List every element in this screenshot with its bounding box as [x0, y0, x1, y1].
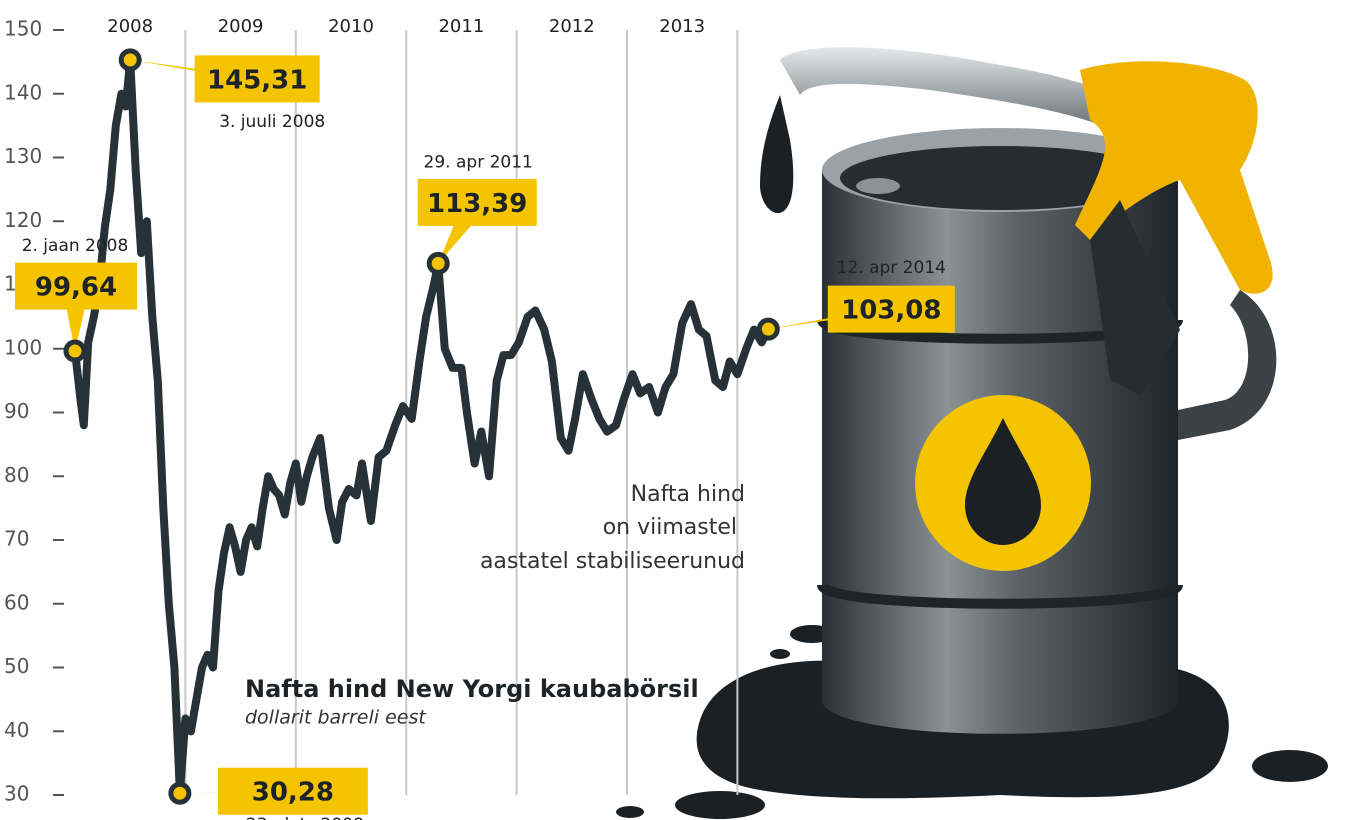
point-marker: [168, 781, 192, 805]
callout-box: [827, 285, 955, 333]
date-label: 2. jaan 2008: [22, 236, 129, 256]
y-tick-label: 30: [4, 782, 29, 806]
value-label: 145,31: [207, 65, 307, 95]
x-tick-label: 2011: [438, 16, 484, 37]
value-label: 103,08: [841, 296, 941, 326]
chart-subtitle: dollarit barreli eest: [245, 707, 427, 729]
value-label: 30,28: [252, 778, 334, 808]
value-label: 113,39: [427, 189, 527, 219]
x-tick-label: 2012: [549, 16, 595, 37]
y-tick-label: 120: [4, 208, 42, 232]
date-label: 3. juuli 2008: [219, 112, 325, 132]
y-tick-label: 150: [4, 17, 42, 41]
y-tick-label: 70: [4, 527, 29, 551]
value-label: 99,64: [35, 273, 117, 303]
x-tick-label: 2008: [107, 16, 153, 37]
note: on viimastel: [603, 515, 737, 540]
chart-title: Nafta hind New Yorgi kaubabörsil: [245, 675, 699, 703]
callout-box: [194, 55, 320, 103]
point-marker: [118, 48, 142, 72]
note: Nafta hind: [631, 482, 745, 507]
price-line: [71, 55, 772, 798]
point-marker: [63, 339, 87, 363]
oil-barrel-illustration: [616, 47, 1328, 819]
date-label: 23. dets 2008: [246, 815, 364, 820]
y-tick-label: 130: [4, 144, 42, 168]
plot: 2008 2009 2010 2011 2012 2013 30 40 50 60 70 80 90 10…: [4, 16, 955, 820]
callout-box: [417, 178, 537, 226]
point-marker: [756, 317, 780, 341]
date-label: 29. apr 2011: [424, 152, 533, 172]
callout-box: [217, 767, 368, 815]
y-tick-label: 80: [4, 463, 29, 487]
point-marker: [426, 251, 450, 275]
y-tick-label: 140: [4, 80, 42, 104]
x-tick-label: 2009: [218, 16, 264, 37]
y-tick-label: 40: [4, 718, 29, 742]
note: aastatel stabiliseerunud: [480, 549, 745, 574]
y-tick-label: 90: [4, 399, 29, 423]
y-tick-label: 60: [4, 590, 29, 614]
x-tick-label: 2013: [659, 16, 705, 37]
date-label: 12. apr 2014: [837, 258, 946, 278]
callout-box: [15, 262, 137, 310]
x-tick-label: 2010: [328, 16, 374, 37]
y-tick-label: 100: [4, 335, 42, 359]
y-tick-label: 50: [4, 654, 29, 678]
callout-pointer: [130, 59, 272, 79]
